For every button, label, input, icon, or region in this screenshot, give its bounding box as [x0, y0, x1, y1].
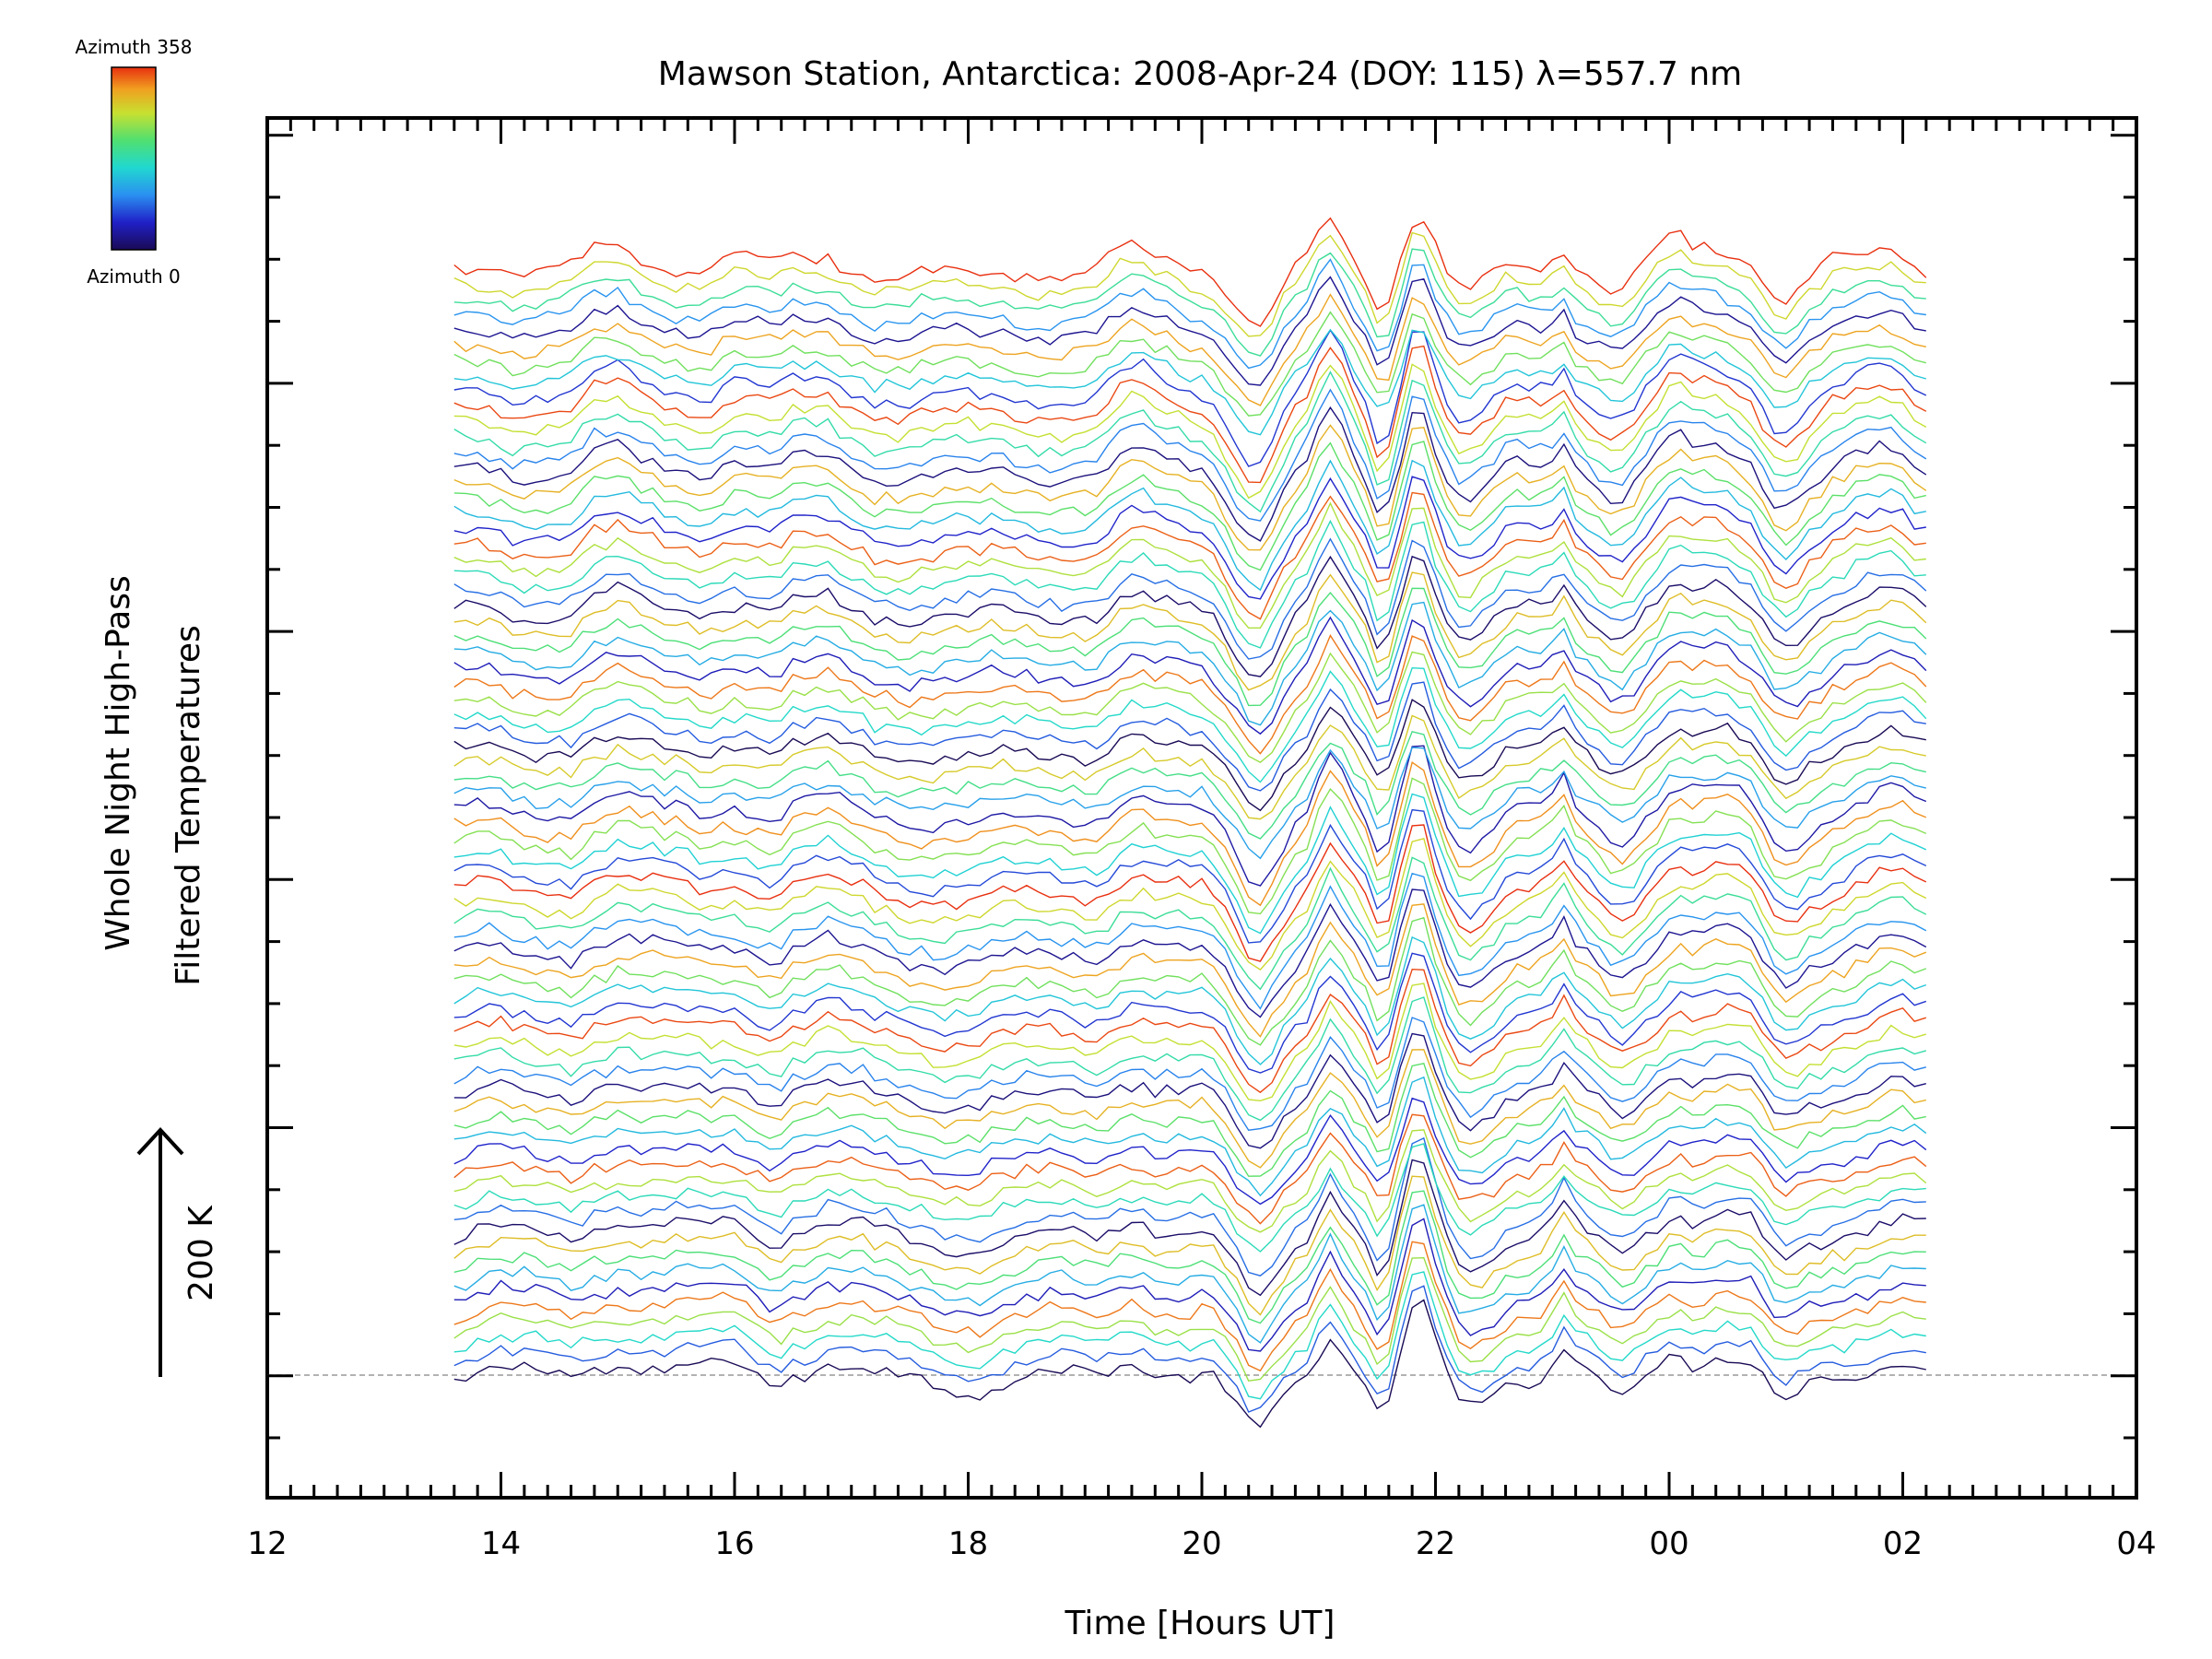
series-line	[453, 231, 1926, 337]
x-tick-label: 12	[247, 1525, 287, 1562]
colorbar-bottom-label: Azimuth 0	[87, 265, 181, 288]
series-line	[453, 1204, 1926, 1344]
y-axis-label-line1: Whole Night High-Pass	[100, 575, 137, 951]
series-line	[453, 328, 1927, 467]
series-line	[453, 258, 1926, 370]
series-line	[453, 1143, 1926, 1253]
colorbar: Azimuth 358 Azimuth 0	[76, 36, 193, 288]
colorbar-gradient	[111, 66, 157, 251]
series-line	[453, 837, 1927, 971]
chart-title: Mawson Station, Antarctica: 2008-Apr-24 …	[658, 55, 1742, 93]
series-line	[453, 1113, 1927, 1225]
colorbar-top-label: Azimuth 358	[76, 36, 193, 58]
series-line	[453, 681, 1926, 792]
x-tick-label: 00	[1649, 1525, 1688, 1562]
series-line	[453, 856, 1927, 991]
series-line	[453, 601, 1927, 726]
series-line	[453, 730, 1926, 840]
series-line	[453, 1190, 1926, 1324]
series-line	[453, 424, 1927, 551]
series-line	[453, 952, 1927, 1074]
series-line	[453, 1032, 1926, 1149]
series-line	[453, 491, 1926, 620]
series-line	[453, 587, 1927, 707]
series-line	[453, 666, 1927, 783]
x-axis-label: Time [Hours UT]	[1065, 1605, 1335, 1642]
series-line	[453, 217, 1927, 327]
x-tick-label: 18	[948, 1525, 988, 1562]
series-line	[453, 1256, 1926, 1382]
series-line	[453, 968, 1927, 1094]
series-line	[453, 1097, 1927, 1206]
x-tick-label: 04	[2116, 1525, 2156, 1562]
series-line	[453, 1175, 1926, 1316]
series-line	[453, 1076, 1927, 1197]
series-line	[453, 328, 1926, 436]
series-line	[453, 1136, 1926, 1277]
series-line	[453, 1017, 1926, 1131]
series-line	[453, 1049, 1926, 1169]
series-line	[453, 824, 1927, 962]
series-line	[453, 616, 1927, 735]
x-tick-label: 02	[1883, 1525, 1923, 1562]
series-line	[453, 388, 1927, 522]
series-line	[453, 1299, 1926, 1429]
series-line	[453, 1129, 1927, 1233]
x-tick-label: 16	[714, 1525, 754, 1562]
series-line	[453, 555, 1927, 677]
series-line	[453, 651, 1927, 763]
series-line	[453, 1062, 1926, 1177]
series-line	[453, 345, 1927, 484]
series-line	[453, 714, 1926, 820]
series-line	[453, 537, 1927, 660]
series-line	[453, 996, 1926, 1122]
series-line	[453, 1241, 1926, 1372]
series-line	[453, 501, 1926, 629]
series-line	[453, 519, 1926, 649]
series-line	[453, 935, 1927, 1065]
series-line	[453, 916, 1927, 1046]
scale-label: 200 K	[182, 1205, 220, 1301]
series-line	[453, 571, 1927, 691]
x-tick-label: 14	[481, 1525, 521, 1562]
series-line	[453, 903, 1927, 1038]
series-line	[453, 276, 1926, 386]
series-line	[453, 1218, 1926, 1352]
series-line	[453, 363, 1927, 500]
x-tick-label: 20	[1182, 1525, 1221, 1562]
series-line	[453, 476, 1926, 600]
series-line	[453, 808, 1927, 944]
series-line	[453, 1159, 1926, 1297]
series-line	[453, 888, 1927, 1018]
x-tick-labels: 12 14 16 18 20 22 00 02 04	[247, 1525, 2156, 1562]
series-line	[453, 747, 1926, 860]
series-line	[453, 248, 1926, 357]
series-line	[453, 777, 1927, 915]
series-line	[453, 441, 1926, 571]
axis-ticks	[265, 118, 2138, 1498]
y-axis-label-line2: Filtered Temperatures	[170, 625, 207, 986]
series-line	[453, 745, 1927, 887]
series-line	[453, 459, 1926, 592]
series-line	[453, 699, 1926, 812]
series-line	[453, 293, 1926, 406]
series-line	[453, 793, 1927, 935]
series-line	[453, 633, 1927, 755]
series-line	[453, 311, 1926, 417]
series-line	[453, 761, 1927, 907]
series-line	[453, 1285, 1926, 1413]
series-line	[453, 371, 1927, 513]
x-tick-label: 22	[1416, 1525, 1455, 1562]
series-line	[453, 1271, 1926, 1400]
series-line	[453, 406, 1927, 542]
series-line	[453, 982, 1926, 1102]
scale-arrow	[136, 1127, 184, 1377]
series-line	[453, 872, 1927, 1010]
series-group	[453, 217, 1927, 1429]
